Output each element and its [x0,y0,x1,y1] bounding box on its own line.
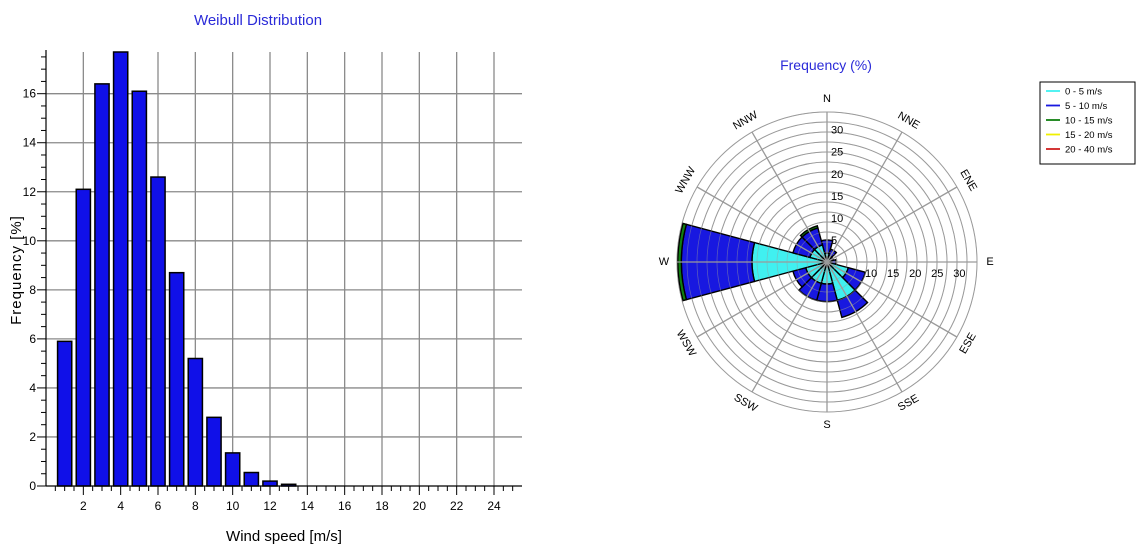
bar [224,452,241,487]
bar [187,357,204,487]
rose-spoke [751,131,828,263]
legend-label: 5 - 10 m/s [1065,101,1107,112]
rose-radial-label: 25 [931,268,943,280]
rose-direction-label: ENE [957,168,979,194]
bar [112,51,129,487]
wind-rose-spokes [677,112,977,412]
bar [131,90,148,487]
bar [75,188,92,487]
y-tick-label: 2 [29,430,36,444]
rose-direction-label: N [823,93,831,105]
rose-radial-label: 20 [909,268,921,280]
bar-chart-y-tick-labels: 0 2 4 6 8 10 12 14 16 [23,87,37,493]
rose-radial-label: 15 [831,191,843,203]
x-tick-label: 22 [450,499,464,513]
bar [243,471,260,487]
bar-chart-y-axis-title: Frequency [%] [8,215,25,325]
x-tick-label: 24 [487,499,501,513]
y-tick-label: 16 [23,87,37,101]
bar [150,176,166,487]
x-tick-label: 18 [375,499,389,513]
rose-sector-segment [836,289,869,319]
x-tick-label: 10 [226,499,240,513]
legend-label: 15 - 20 m/s [1065,130,1113,141]
x-tick-label: 20 [413,499,427,513]
rose-radial-label: 10 [865,268,877,280]
legend-label: 10 - 15 m/s [1065,116,1113,127]
rose-radial-label: 30 [953,268,965,280]
y-tick-label: 10 [23,234,37,248]
rose-spoke [826,261,903,393]
x-tick-label: 12 [263,499,277,513]
bar-chart-x-tick-labels: 2 4 6 8 10 12 14 16 18 20 22 24 [80,499,501,513]
x-tick-label: 14 [301,499,315,513]
rose-direction-label: NNW [731,109,760,133]
bar-chart-title: Weibull Distribution [194,12,322,29]
rose-radial-label: 25 [831,147,843,159]
wind-rose-radial-labels: 5 10 15 20 25 30 10 15 20 25 30 [831,125,965,280]
rose-radial-label: 10 [831,213,843,225]
rose-spoke [826,131,903,263]
x-tick-label: 8 [192,499,199,513]
x-tick-label: 2 [80,499,87,513]
bar [94,83,110,487]
rose-radial-label: 20 [831,169,843,181]
rose-radial-label: 15 [887,268,899,280]
wind-rose-title: Frequency (%) [780,57,872,73]
wind-rose-chart: Frequency (%) 5 10 15 20 25 30 10 15 20 25 30 N NNE… [659,57,994,431]
legend-items: 0 - 5 m/s 5 - 10 m/s 10 - 15 m/s 15 - 20 m/… [1046,87,1113,156]
rose-radial-label: 5 [831,235,837,247]
legend-label: 0 - 5 m/s [1065,87,1102,98]
bar-chart-x-axis-title: Wind speed [m/s] [226,528,342,545]
rose-direction-label: NNE [895,110,921,132]
wind-rose-legend: 0 - 5 m/s 5 - 10 m/s 10 - 15 m/s 15 - 20 m/… [1039,81,1136,165]
y-tick-label: 12 [23,185,37,199]
bar-chart-axes [37,50,522,495]
bar [206,416,222,487]
weibull-bar-chart: Weibull Distribution 2 4 6 8 10 12 14 16 18 20 22 2… [8,12,522,545]
rose-spoke [696,186,828,263]
rose-spoke [826,261,958,338]
bar [262,480,278,487]
y-tick-label: 4 [29,381,36,395]
x-tick-label: 6 [155,499,162,513]
bar [168,271,185,487]
rose-direction-label: ESE [957,331,978,356]
bar-chart-bars [56,51,297,487]
rose-direction-label: SSW [732,392,760,415]
rose-sector-segment [677,222,688,302]
rose-spoke [751,261,828,393]
rose-spoke [696,261,828,338]
y-tick-label: 8 [29,283,36,297]
rose-direction-label: E [986,256,993,268]
rose-direction-label: SSE [896,392,921,413]
legend-box [1039,81,1136,165]
x-tick-label: 4 [117,499,124,513]
y-tick-label: 14 [23,136,37,150]
rose-radial-label: 30 [831,125,843,137]
rose-spoke [826,186,958,263]
y-tick-label: 6 [29,332,36,346]
legend-label: 20 - 40 m/s [1065,145,1113,156]
x-tick-label: 16 [338,499,352,513]
bar [56,340,73,487]
rose-direction-label: W [659,256,670,268]
y-tick-label: 0 [29,479,36,493]
rose-direction-label: S [823,419,830,431]
